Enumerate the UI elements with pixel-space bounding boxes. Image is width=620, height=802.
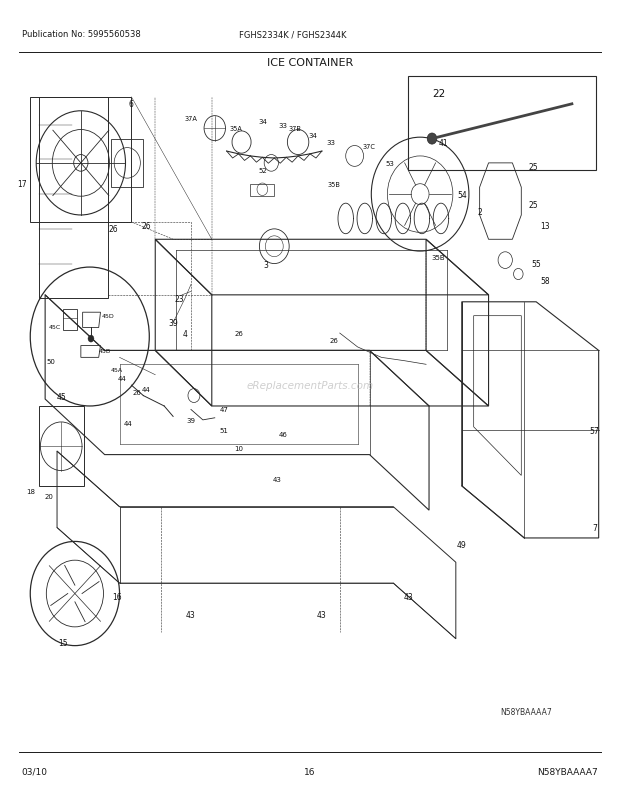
Text: 34: 34 bbox=[309, 133, 317, 139]
Text: 35A: 35A bbox=[229, 126, 242, 132]
Text: 51: 51 bbox=[219, 427, 228, 434]
Circle shape bbox=[88, 336, 94, 342]
Text: 7: 7 bbox=[593, 524, 598, 533]
Text: 34: 34 bbox=[258, 119, 267, 125]
Text: 53: 53 bbox=[386, 160, 395, 167]
Text: 33: 33 bbox=[326, 140, 335, 146]
Text: 26: 26 bbox=[133, 390, 142, 395]
Text: 52: 52 bbox=[258, 168, 267, 173]
Text: 37A: 37A bbox=[185, 115, 197, 122]
Text: 25: 25 bbox=[528, 163, 538, 172]
Text: 44: 44 bbox=[142, 386, 151, 392]
Text: 35B: 35B bbox=[431, 254, 445, 261]
Text: FGHS2334K / FGHS2344K: FGHS2334K / FGHS2344K bbox=[239, 30, 346, 39]
Text: 10: 10 bbox=[234, 445, 243, 451]
Text: 03/10: 03/10 bbox=[22, 767, 48, 776]
Text: 44: 44 bbox=[124, 421, 133, 427]
Text: N58YBAAAA7: N58YBAAAA7 bbox=[500, 707, 552, 716]
Text: 18: 18 bbox=[26, 488, 35, 495]
Text: 46: 46 bbox=[279, 431, 288, 437]
Text: 23: 23 bbox=[174, 294, 184, 303]
Bar bbox=[408, 77, 596, 171]
Text: 6: 6 bbox=[128, 100, 133, 109]
Text: 4: 4 bbox=[182, 329, 187, 338]
Text: 13: 13 bbox=[540, 221, 550, 231]
Text: Publication No: 5995560538: Publication No: 5995560538 bbox=[22, 30, 141, 39]
Text: 17: 17 bbox=[17, 180, 27, 189]
Text: 43: 43 bbox=[404, 593, 413, 602]
Text: 43: 43 bbox=[273, 476, 281, 482]
Text: 37B: 37B bbox=[289, 126, 301, 132]
Text: 35B: 35B bbox=[327, 181, 340, 188]
Text: 26: 26 bbox=[234, 330, 243, 337]
Text: eReplacementParts.com: eReplacementParts.com bbox=[246, 381, 374, 391]
Text: 22: 22 bbox=[432, 89, 445, 99]
Text: 20: 20 bbox=[45, 494, 54, 500]
Text: 15: 15 bbox=[58, 638, 68, 647]
Text: 58: 58 bbox=[540, 277, 550, 286]
Text: 49: 49 bbox=[457, 541, 467, 549]
Text: 47: 47 bbox=[219, 407, 228, 413]
Text: ICE CONTAINER: ICE CONTAINER bbox=[267, 58, 353, 67]
Text: 33: 33 bbox=[279, 123, 288, 128]
Text: 45B: 45B bbox=[99, 349, 111, 354]
Text: 39: 39 bbox=[168, 318, 178, 328]
Text: 26: 26 bbox=[108, 225, 118, 234]
Text: 25: 25 bbox=[528, 200, 538, 210]
Text: 39: 39 bbox=[187, 417, 195, 423]
Text: 44: 44 bbox=[118, 375, 127, 382]
Text: 50: 50 bbox=[46, 358, 56, 364]
Text: 57: 57 bbox=[590, 426, 600, 435]
Text: 16: 16 bbox=[112, 593, 122, 602]
Text: 41: 41 bbox=[439, 139, 449, 148]
Text: 43: 43 bbox=[186, 610, 196, 619]
Text: 45D: 45D bbox=[101, 314, 114, 318]
Text: 54: 54 bbox=[457, 190, 467, 200]
Text: 45: 45 bbox=[56, 393, 66, 402]
Text: 3: 3 bbox=[263, 261, 268, 270]
Text: 45C: 45C bbox=[49, 324, 61, 329]
Text: N58YBAAAA7: N58YBAAAA7 bbox=[538, 767, 598, 776]
Text: 16: 16 bbox=[304, 767, 316, 776]
Text: 43: 43 bbox=[317, 610, 327, 619]
Text: 26: 26 bbox=[329, 338, 339, 343]
Text: 37C: 37C bbox=[363, 144, 376, 149]
Text: 2: 2 bbox=[477, 208, 482, 217]
Text: 26: 26 bbox=[141, 221, 151, 231]
Text: 55: 55 bbox=[531, 260, 541, 269]
Circle shape bbox=[427, 134, 436, 145]
Text: 45A: 45A bbox=[110, 367, 123, 372]
